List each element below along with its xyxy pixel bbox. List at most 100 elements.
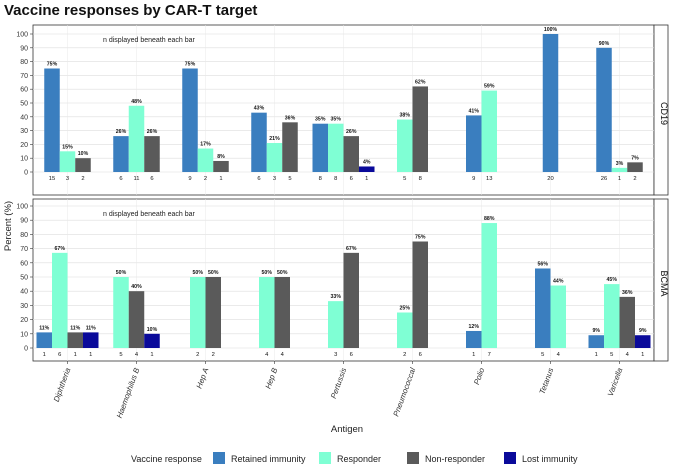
bar-bcma-varicella-lost-immunity bbox=[635, 335, 651, 348]
bar-value-label: 21% bbox=[269, 136, 280, 142]
bar-bcma-pneumococcal-non-responder bbox=[412, 241, 428, 348]
bar-n-label: 1 bbox=[150, 352, 153, 358]
bar-cd19-diphtheria-responder bbox=[59, 151, 76, 172]
bar-n-label: 1 bbox=[472, 352, 475, 358]
legend-swatch-lost-immunity bbox=[504, 452, 516, 464]
bar-value-label: 4% bbox=[363, 159, 371, 165]
bar-cd19-hep-b-responder bbox=[266, 143, 283, 172]
bar-n-label: 26 bbox=[601, 176, 607, 182]
bar-value-label: 7% bbox=[631, 155, 639, 161]
x-tick-label-diphtheria: Diphtheria bbox=[52, 366, 73, 403]
legend-label-retained-immunity: Retained immunity bbox=[231, 454, 306, 464]
y-axis-label: Percent (%) bbox=[3, 201, 14, 251]
bar-n-label: 1 bbox=[595, 352, 598, 358]
bar-bcma-diphtheria-non-responder bbox=[67, 332, 83, 348]
bar-cd19-varicella-non-responder bbox=[627, 162, 643, 172]
bar-value-label: 17% bbox=[200, 142, 211, 148]
bar-n-label: 5 bbox=[541, 352, 544, 358]
legend: Vaccine response Retained immunity Respond… bbox=[131, 452, 578, 464]
bar-bcma-tetanus-responder bbox=[550, 285, 566, 348]
bar-n-label: 3 bbox=[273, 176, 276, 182]
y-tick-label: 30 bbox=[20, 128, 28, 135]
bar-n-label: 2 bbox=[212, 352, 215, 358]
bar-value-label: 9% bbox=[639, 328, 647, 334]
bar-n-label: 8 bbox=[319, 176, 322, 182]
legend-label-lost-immunity: Lost immunity bbox=[522, 454, 578, 464]
bar-bcma-haemophilus-b-responder bbox=[113, 277, 129, 348]
bar-bcma-varicella-responder bbox=[604, 284, 620, 348]
y-tick-label: 40 bbox=[20, 289, 28, 296]
bar-bcma-diphtheria-responder bbox=[52, 252, 68, 348]
bar-n-label: 1 bbox=[74, 352, 77, 358]
bar-value-label: 3% bbox=[616, 161, 624, 167]
y-tick-label: 60 bbox=[20, 260, 28, 267]
y-tick-label: 0 bbox=[24, 346, 28, 353]
bar-cd19-diphtheria-non-responder bbox=[75, 158, 91, 172]
y-tick-label: 50 bbox=[20, 101, 28, 108]
bar-value-label: 10% bbox=[78, 151, 89, 157]
bar-cd19-pneumococcal-responder bbox=[397, 119, 413, 172]
n-note: n displayed beneath each bar bbox=[103, 211, 196, 218]
bar-n-label: 1 bbox=[641, 352, 644, 358]
bar-n-label: 1 bbox=[365, 176, 368, 182]
x-tick-label-varicella: Varicella bbox=[606, 366, 625, 398]
legend-label-non-responder: Non-responder bbox=[425, 454, 485, 464]
bar-value-label: 12% bbox=[469, 324, 480, 330]
bar-cd19-haemophilus-b-non-responder bbox=[144, 136, 160, 172]
bar-value-label: 56% bbox=[538, 261, 549, 267]
bar-n-label: 8 bbox=[334, 176, 337, 182]
bar-n-label: 2 bbox=[196, 352, 199, 358]
x-tick-label-haemophilus-b: Haemophilus B bbox=[115, 367, 142, 420]
x-tick-label-pertussis: Pertussis bbox=[329, 367, 348, 400]
bar-cd19-hep-a-retained-immunity bbox=[182, 68, 198, 172]
bar-value-label: 90% bbox=[599, 41, 610, 47]
bar-cd19-pertussis-retained-immunity bbox=[312, 123, 328, 172]
bar-value-label: 75% bbox=[47, 62, 58, 68]
legend-title: Vaccine response bbox=[131, 454, 202, 464]
bar-cd19-hep-b-retained-immunity bbox=[251, 112, 267, 172]
bar-value-label: 25% bbox=[400, 306, 411, 312]
y-tick-label: 0 bbox=[24, 170, 28, 177]
y-tick-label: 20 bbox=[20, 317, 28, 324]
bar-value-label: 50% bbox=[262, 270, 273, 276]
bar-n-label: 5 bbox=[403, 176, 406, 182]
legend-swatch-retained-immunity bbox=[213, 452, 225, 464]
y-tick-label: 90 bbox=[20, 45, 28, 52]
bar-n-label: 11 bbox=[133, 176, 139, 182]
bar-value-label: 26% bbox=[116, 129, 127, 135]
bar-bcma-hep-a-non-responder bbox=[205, 277, 221, 348]
bar-n-label: 5 bbox=[610, 352, 613, 358]
bar-cd19-hep-a-non-responder bbox=[213, 160, 229, 172]
y-tick-label: 40 bbox=[20, 114, 28, 121]
bar-n-label: 1 bbox=[618, 176, 621, 182]
y-tick-label: 10 bbox=[20, 331, 28, 338]
bar-n-label: 1 bbox=[43, 352, 46, 358]
bar-value-label: 11% bbox=[39, 325, 49, 331]
bar-bcma-hep-a-responder bbox=[190, 277, 206, 348]
bar-n-label: 6 bbox=[58, 352, 61, 358]
bar-n-label: 2 bbox=[633, 176, 636, 182]
y-tick-label: 30 bbox=[20, 303, 28, 310]
facet-label: CD19 bbox=[659, 102, 669, 125]
bar-bcma-varicella-retained-immunity bbox=[588, 335, 604, 348]
bar-cd19-varicella-retained-immunity bbox=[596, 47, 612, 172]
bar-n-label: 20 bbox=[547, 176, 553, 182]
panel-cd19: CD19 0 10 20 30 40 50 60 70 80 90 100 n displayed be… bbox=[16, 24, 669, 196]
bar-value-label: 75% bbox=[415, 235, 426, 241]
bar-value-label: 15% bbox=[62, 144, 73, 150]
bar-cd19-diphtheria-retained-immunity bbox=[44, 68, 60, 172]
bar-value-label: 41% bbox=[469, 108, 480, 114]
bar-value-label: 75% bbox=[185, 62, 196, 68]
bar-cd19-polio-responder bbox=[481, 90, 497, 172]
bar-n-label: 4 bbox=[281, 352, 285, 358]
bar-value-label: 43% bbox=[254, 106, 265, 112]
bar-n-label: 6 bbox=[150, 176, 153, 182]
bar-cd19-varicella-responder bbox=[611, 167, 628, 172]
bar-value-label: 50% bbox=[277, 270, 288, 276]
n-note: n displayed beneath each bar bbox=[103, 37, 196, 44]
bar-cd19-haemophilus-b-retained-immunity bbox=[113, 136, 129, 172]
bar-n-label: 7 bbox=[488, 352, 491, 358]
bar-value-label: 26% bbox=[346, 129, 357, 135]
bar-value-label: 26% bbox=[147, 129, 158, 135]
